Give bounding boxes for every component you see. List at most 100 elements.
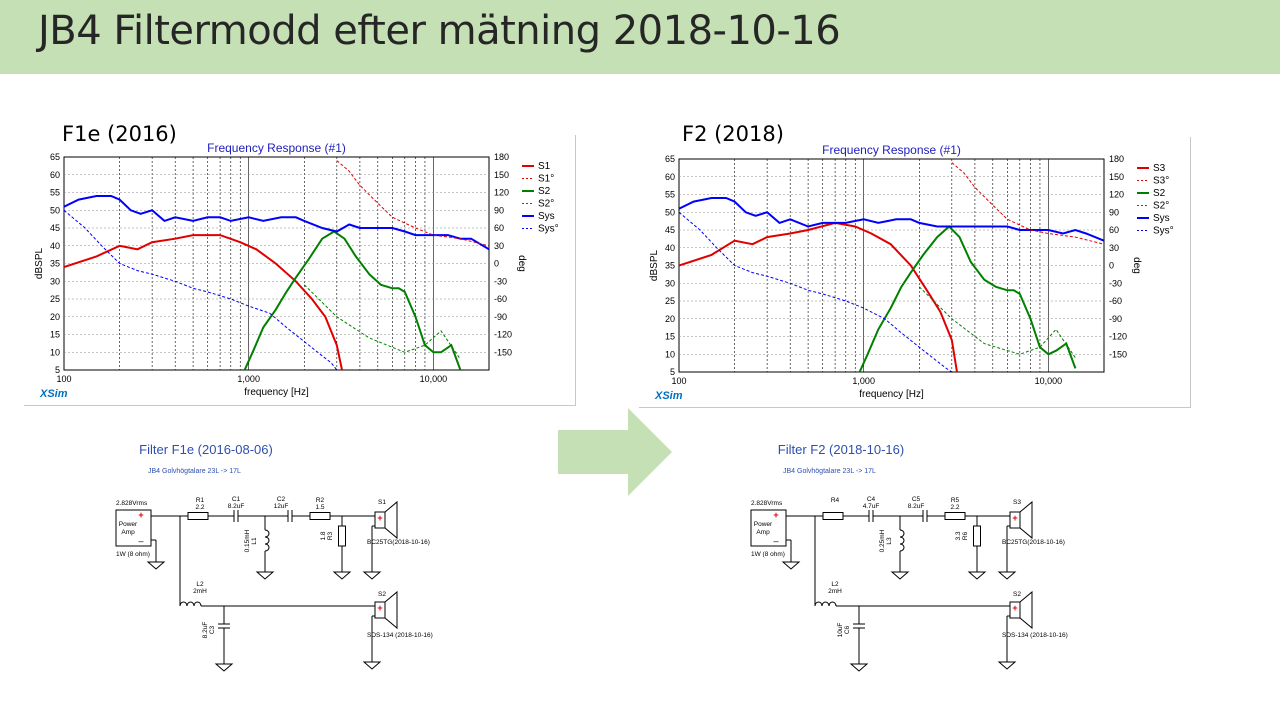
x-axis-label: frequency [Hz] [859,389,924,400]
top-speaker-label: BC25TG(2018-10-16) [367,539,430,546]
amp-load-label: 1W (8 ohm) [751,551,785,558]
x-tick-label: 100 [56,374,71,384]
y-tick-label: 15 [665,332,675,342]
ground-icon [146,561,166,570]
component-name: C4 [867,496,876,503]
ground-icon [214,663,234,672]
ground-icon [781,561,801,570]
resistor-r2 [309,512,331,520]
y2-tick-label: -150 [1109,349,1127,359]
power-amp-box [115,509,152,547]
capacitor-c1 [233,510,239,522]
component-value: 8.2uF [202,622,209,639]
component-name: C3 [209,625,216,634]
amp-label-line2: Amp [756,529,770,536]
bottom-speaker-label: SDS-134 (2018-10-16) [1002,632,1068,639]
component-value: 8.2uF [908,503,925,510]
y-tick-label: 45 [665,225,675,235]
ground-icon [890,571,910,580]
y2-tick-label: -90 [494,312,507,322]
x-tick-label: 10,000 [1035,376,1063,386]
legend-entry: S2 [1153,188,1166,199]
y2-tick-label: 90 [1109,207,1119,217]
right-arrow-icon [558,408,672,496]
legend-entry: S1 [538,161,551,172]
y2-tick-label: -60 [1109,296,1122,306]
y-axis-label: dBSPL [649,249,660,281]
y-tick-label: 40 [50,241,60,251]
speaker-s2: + [374,590,398,630]
chart-panel-f2: Frequency Response (#1) 65 60 55 50 45 40 35 30 2… [639,137,1191,408]
legend-entry: Sys° [538,224,559,235]
component-name: L3 [886,537,893,545]
amp-plus-sign: + [138,510,143,520]
chart-title: Frequency Response (#1) [207,141,346,155]
capacitor-c3 [218,623,230,629]
y-tick-label: 30 [665,278,675,288]
bottom-speaker-label: SDS-134 (2018-10-16) [367,632,433,639]
y2-tick-label: 120 [1109,190,1124,200]
y-tick-label: 10 [665,349,675,359]
resistor-r1 [187,512,209,520]
title-bar [0,0,1280,74]
component-name: R6 [962,531,969,540]
amp-plus-sign: + [773,510,778,520]
y-tick-label: 50 [665,207,675,217]
ground-icon [362,571,382,580]
capacitor-c4 [868,510,874,522]
resistor-r3 [338,525,346,547]
speaker-cone [1019,500,1033,540]
speaker-s1: + [374,500,398,540]
component-name: C1 [232,496,241,503]
speaker-name: S3 [1013,499,1021,506]
series-line-sys [679,197,1104,242]
series-line-s2 [243,230,462,370]
y-tick-label: 55 [665,190,675,200]
y2-tick-label: -150 [494,347,512,357]
component-name: L1 [251,537,258,545]
ground-icon [997,571,1017,580]
resistor-r4 [822,512,844,520]
y-tick-label: 5 [670,367,675,377]
y-axis-label: dBSPL [34,247,45,279]
component-value: 2mH [193,588,207,595]
y2-tick-label: 60 [494,223,504,233]
series-line-sys-phase [64,209,338,370]
y2-tick-label: 120 [494,188,509,198]
legend-entry: S2 [538,186,551,197]
y-tick-label: 20 [665,314,675,324]
capacitor-c5 [922,510,928,522]
y2-tick-label: -120 [1109,332,1127,342]
schematic-subtitle: JB4 Golvhögtalare 23L -> 17L [148,468,241,475]
y-tick-label: 10 [50,347,60,357]
schematic-title: Filter F1e (2016-08-06) [139,442,273,457]
component-value: 4.7uF [863,503,880,510]
y-tick-label: 30 [50,276,60,286]
y-tick-label: 40 [665,243,675,253]
ground-icon [362,661,382,670]
speaker-cone [384,500,398,540]
y-tick-label: 25 [50,294,60,304]
power-amp-box [750,509,787,547]
ground-icon [997,661,1017,670]
component-value: 0.15mH [244,529,251,552]
series-group [64,160,489,370]
legend-entry: Sys [1153,213,1170,224]
schematic-f2: Filter F2 (2018-10-16) JB4 Golvhögtalare … [750,442,1068,672]
amp-label-line1: Power [754,521,773,528]
ground-icon [255,571,275,580]
y-tick-label: 5 [55,365,60,375]
frequency-response-chart-f2: Frequency Response (#1)65605550454035302… [649,143,1174,402]
component-name: L2 [196,581,204,588]
legend-entry: S1° [538,174,554,185]
y2-tick-label: 180 [1109,154,1124,164]
inductor-l1 [264,529,270,552]
ground-icon [849,663,869,672]
y-tick-label: 65 [665,154,675,164]
x-tick-label: 100 [671,376,686,386]
amp-minus-sign: – [773,536,778,546]
series-line-s1-phase [336,160,489,247]
y-tick-label: 15 [50,330,60,340]
y2-tick-label: 150 [1109,172,1124,182]
grid [679,159,1104,372]
